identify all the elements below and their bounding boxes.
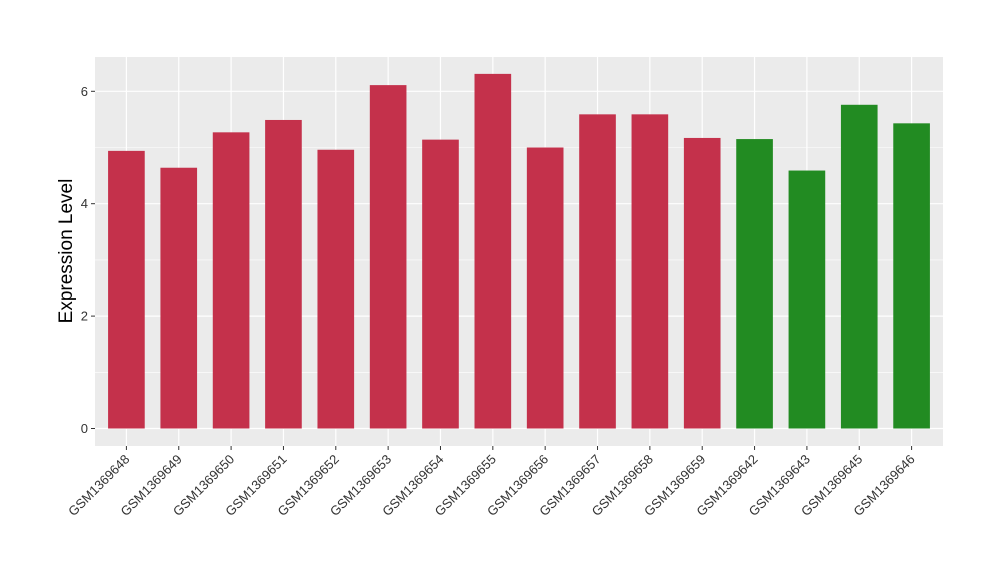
y-tick-label: 6 xyxy=(81,84,88,99)
y-tick-label: 2 xyxy=(81,309,88,324)
y-axis-title: Expression Level xyxy=(56,179,77,324)
bar xyxy=(631,114,669,429)
bar xyxy=(265,119,302,429)
bar xyxy=(160,167,198,429)
bar xyxy=(474,73,512,429)
bars xyxy=(108,73,930,429)
bar xyxy=(526,147,564,429)
bar xyxy=(422,139,459,429)
y-axis: 0 2 4 6 xyxy=(81,84,95,436)
bar xyxy=(683,137,721,429)
bar xyxy=(788,170,826,429)
bar xyxy=(212,132,250,429)
bar xyxy=(579,114,616,429)
bar xyxy=(369,85,407,429)
y-tick-label: 0 xyxy=(81,421,88,436)
bar xyxy=(840,104,878,429)
bar xyxy=(736,139,773,429)
bar xyxy=(893,123,930,429)
y-tick-label: 4 xyxy=(81,196,88,211)
bar xyxy=(317,149,355,429)
x-axis: GSM1369648GSM1369649GSM1369650GSM1369651… xyxy=(65,446,918,519)
bar xyxy=(108,150,145,429)
